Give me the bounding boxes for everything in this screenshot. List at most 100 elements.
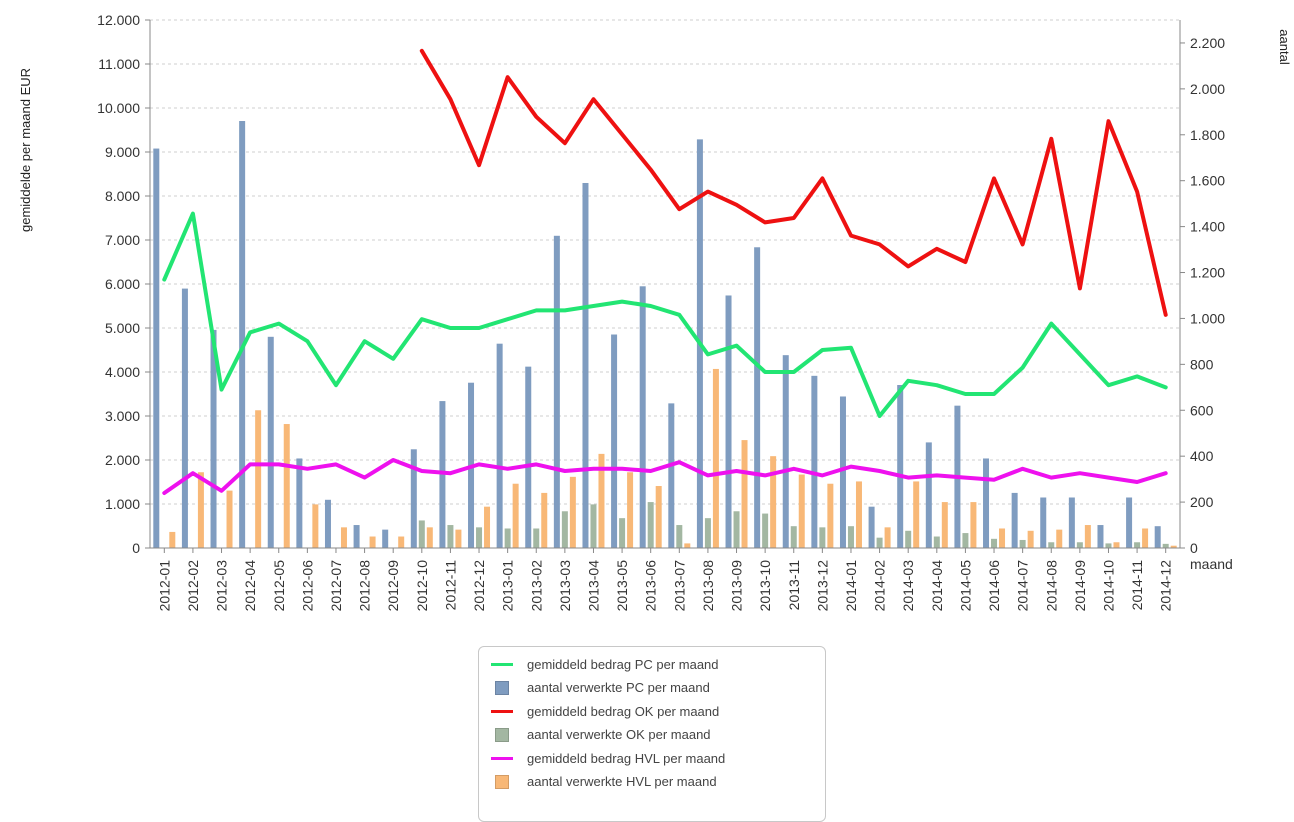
- bar-aantal-verwerkte-ok-per-maand: [876, 537, 883, 548]
- x-tick-label: 2013-05: [614, 560, 630, 612]
- left-tick-label: 0: [132, 540, 140, 556]
- bar-aantal-verwerkte-hvl-per-maand: [426, 527, 433, 548]
- x-tick-label: 2012-07: [328, 560, 344, 612]
- right-tick-label: 400: [1190, 448, 1214, 464]
- bar-aantal-verwerkte-pc-per-maand: [210, 329, 217, 548]
- left-tick-label: 6.000: [105, 276, 140, 292]
- left-tick-label: 3.000: [105, 408, 140, 424]
- legend-box-swatch: [495, 680, 509, 695]
- left-tick-label: 7.000: [105, 232, 140, 248]
- line-gemiddeld-bedrag-hvl-per-maand: [162, 458, 1168, 495]
- bar-aantal-verwerkte-pc-per-maand: [782, 355, 789, 548]
- bar-aantal-verwerkte-ok-per-maand: [704, 518, 711, 548]
- bar-aantal-verwerkte-pc-per-maand: [296, 458, 303, 548]
- bar-aantal-verwerkte-hvl-per-maand: [884, 527, 891, 548]
- bar-aantal-verwerkte-hvl-per-maand: [1027, 530, 1034, 548]
- left-tick-label: 12.000: [97, 12, 140, 28]
- bar-aantal-verwerkte-hvl-per-maand: [598, 453, 605, 548]
- legend-item: gemiddeld bedrag OK per maand: [491, 700, 719, 722]
- bar-aantal-verwerkte-hvl-per-maand: [798, 474, 805, 548]
- legend-line-swatch: [491, 709, 513, 713]
- bar-aantal-verwerkte-pc-per-maand: [582, 182, 589, 548]
- bar-aantal-verwerkte-hvl-per-maand: [169, 531, 176, 548]
- bar-aantal-verwerkte-pc-per-maand: [1126, 497, 1133, 548]
- bar-aantal-verwerkte-pc-per-maand: [668, 403, 675, 548]
- lines-layer: [162, 48, 1168, 495]
- bar-aantal-verwerkte-pc-per-maand: [1097, 525, 1104, 548]
- x-tick-label: 2014-01: [843, 560, 859, 612]
- bar-aantal-verwerkte-pc-per-maand: [181, 288, 188, 548]
- x-tick-label: 2013-02: [528, 560, 544, 612]
- grid-lines: [150, 19, 1180, 505]
- legend-box-swatch: [495, 727, 509, 742]
- x-tick-label: 2014-08: [1043, 560, 1059, 612]
- bar-aantal-verwerkte-ok-per-maand: [762, 513, 769, 548]
- bar-aantal-verwerkte-hvl-per-maand: [999, 528, 1006, 548]
- bar-aantal-verwerkte-hvl-per-maand: [1056, 529, 1063, 548]
- x-tick-label: 2012-02: [185, 560, 201, 612]
- right-tick-label: 2.200: [1190, 35, 1225, 51]
- right-axis-title: aantal: [1277, 29, 1292, 65]
- bar-aantal-verwerkte-pc-per-maand: [496, 343, 503, 548]
- legend-label: aantal verwerkte OK per maand: [527, 727, 711, 742]
- bar-aantal-verwerkte-pc-per-maand: [1154, 526, 1161, 548]
- bar-aantal-verwerkte-pc-per-maand: [525, 366, 532, 548]
- x-tick-label: 2013-11: [786, 560, 802, 611]
- x-tick-label: 2014-10: [1100, 560, 1116, 612]
- bar-aantal-verwerkte-hvl-per-maand: [255, 410, 262, 548]
- bar-aantal-verwerkte-pc-per-maand: [239, 121, 246, 548]
- bar-aantal-verwerkte-ok-per-maand: [790, 526, 797, 548]
- bar-aantal-verwerkte-pc-per-maand: [639, 286, 646, 548]
- legend-item: aantal verwerkte HVL per maand: [491, 771, 717, 793]
- x-tick-label: 2012-12: [471, 560, 487, 612]
- legend-label: gemiddeld bedrag PC per maand: [527, 656, 719, 672]
- bar-aantal-verwerkte-ok-per-maand: [676, 525, 683, 548]
- bar-aantal-verwerkte-pc-per-maand: [725, 295, 732, 548]
- bar-aantal-verwerkte-pc-per-maand: [267, 336, 274, 548]
- bar-aantal-verwerkte-ok-per-maand: [447, 525, 454, 548]
- bar-aantal-verwerkte-ok-per-maand: [819, 527, 826, 548]
- bar-aantal-verwerkte-hvl-per-maand: [484, 506, 491, 548]
- bar-aantal-verwerkte-hvl-per-maand: [369, 536, 376, 548]
- bar-aantal-verwerkte-hvl-per-maand: [398, 536, 405, 548]
- bar-aantal-verwerkte-hvl-per-maand: [970, 502, 977, 548]
- bar-aantal-verwerkte-hvl-per-maand: [855, 481, 862, 548]
- bar-aantal-verwerkte-hvl-per-maand: [541, 492, 548, 548]
- x-tick-label: 2013-01: [500, 560, 516, 612]
- x-tick-label: 2013-06: [643, 560, 659, 612]
- x-tick-label: 2014-03: [900, 560, 916, 612]
- right-tick-label: 2.000: [1190, 81, 1225, 97]
- x-axis-ticks: 2012-01 2012-02 2012-03 2012-04 2012-05 2012-…: [156, 548, 1174, 612]
- bar-aantal-verwerkte-hvl-per-maand: [340, 527, 347, 548]
- right-tick-label: 600: [1190, 402, 1214, 418]
- bar-aantal-verwerkte-ok-per-maand: [1019, 539, 1026, 548]
- x-tick-label: 2013-12: [814, 560, 830, 612]
- bar-aantal-verwerkte-hvl-per-maand: [712, 368, 719, 548]
- left-tick-label: 9.000: [105, 144, 140, 160]
- right-tick-label: 1.600: [1190, 173, 1225, 189]
- left-tick-label: 5.000: [105, 320, 140, 336]
- bar-aantal-verwerkte-pc-per-maand: [925, 442, 932, 548]
- bar-aantal-verwerkte-pc-per-maand: [410, 449, 417, 548]
- combo-chart: 0 1.000 2.000 3.000 4.000 5.000 6.000 7.000 8.00…: [18, 12, 1292, 612]
- right-tick-label: 1.000: [1190, 310, 1225, 326]
- left-tick-label: 4.000: [105, 364, 140, 380]
- legend-label: gemiddeld bedrag OK per maand: [527, 703, 720, 719]
- right-tick-label: 0: [1190, 540, 1198, 556]
- bar-aantal-verwerkte-hvl-per-maand: [569, 476, 576, 548]
- left-tick-label: 1.000: [105, 496, 140, 512]
- bar-aantal-verwerkte-hvl-per-maand: [1084, 525, 1091, 548]
- bar-aantal-verwerkte-ok-per-maand: [619, 518, 626, 548]
- bar-aantal-verwerkte-hvl-per-maand: [655, 486, 662, 548]
- right-axis-ticks: 0 200 400 600 800 1.000 1.200 1.400 1.600 1.800 2.…: [1180, 35, 1225, 556]
- legend-label: aantal verwerkte HVL per maand: [527, 774, 717, 789]
- bar-aantal-verwerkte-ok-per-maand: [1105, 543, 1112, 548]
- x-tick-label: 2014-09: [1072, 560, 1088, 612]
- x-tick-label: 2013-07: [671, 560, 687, 612]
- bar-aantal-verwerkte-hvl-per-maand: [684, 543, 691, 548]
- legend-item: gemiddeld bedrag HVL per maand: [491, 747, 725, 769]
- bar-aantal-verwerkte-pc-per-maand: [553, 235, 560, 548]
- x-tick-label: 2014-06: [986, 560, 1002, 612]
- bar-aantal-verwerkte-pc-per-maand: [324, 499, 331, 548]
- bar-aantal-verwerkte-pc-per-maand: [382, 529, 389, 548]
